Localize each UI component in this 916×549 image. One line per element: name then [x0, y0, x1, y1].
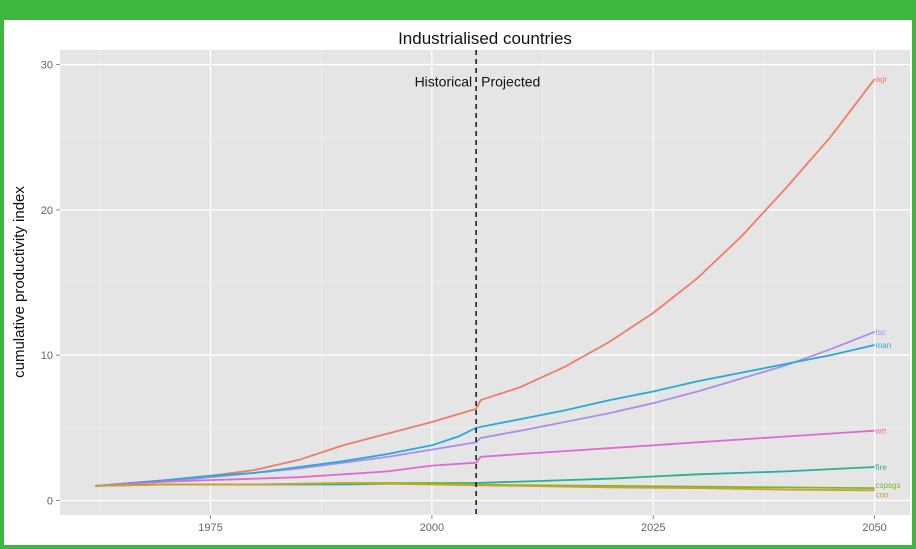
x-tick-label: 2000 [420, 522, 444, 534]
x-tick-label: 2025 [641, 522, 665, 534]
series-line-man [95, 344, 875, 487]
series-label-agr: agr [876, 75, 888, 84]
y-tick-label: 20 [41, 205, 53, 217]
series-line-wrt [95, 429, 875, 487]
series-label-man: man [876, 341, 892, 350]
series-label-con: con [876, 490, 889, 499]
x-tick-label: 1975 [198, 522, 222, 534]
major-gridlines [60, 50, 910, 515]
series-label-tsc: tsc [876, 328, 886, 337]
series-label-fire: fire [876, 463, 888, 472]
x-axis-ticks: 1975 2000 2025 2050 [198, 515, 887, 534]
y-axis-ticks: 0 10 20 30 [41, 60, 60, 507]
y-tick-label: 10 [41, 350, 53, 362]
series-label-cspsgs: cspsgs [876, 481, 901, 490]
line-chart: 0 10 20 30 1975 2000 2025 2050 agr tsc man wrt fir… [11, 29, 910, 534]
projected-label: Projected [481, 73, 540, 89]
y-tick-label: 30 [41, 60, 53, 72]
chart-frame: 0 10 20 30 1975 2000 2025 2050 agr tsc man wrt fir… [4, 20, 912, 545]
historical-label: Historical [415, 73, 473, 89]
series-label-wrt: wrt [875, 427, 887, 436]
minor-gridlines [60, 50, 910, 515]
chart-title: Industrialised countries [398, 29, 572, 48]
y-axis-label: cumulative productivity index [11, 186, 28, 378]
x-tick-label: 2050 [862, 522, 886, 534]
series-line-agr [95, 78, 876, 487]
y-tick-label: 0 [47, 495, 53, 507]
